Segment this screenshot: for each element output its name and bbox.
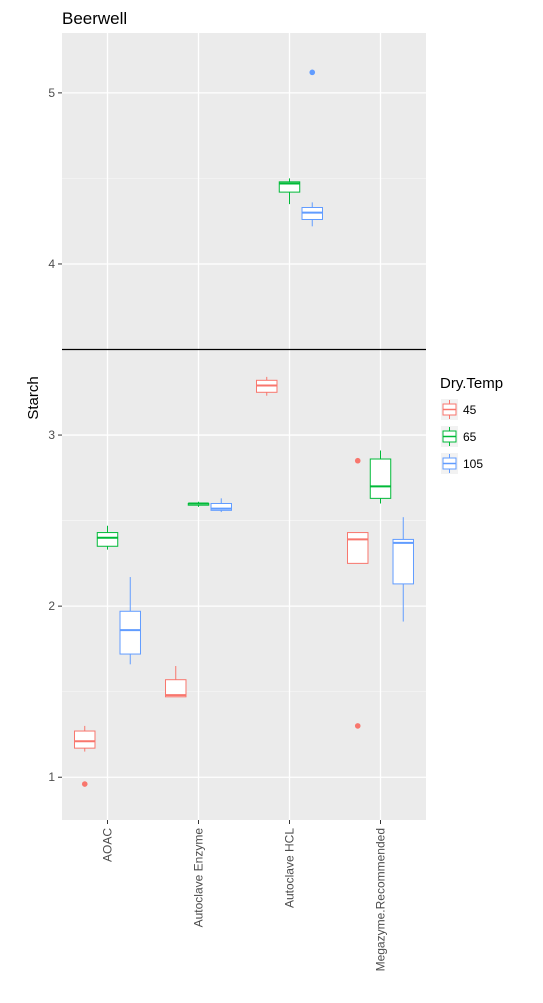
box-65 [96,525,119,550]
box-iqr [210,502,232,511]
box-iqr [74,730,96,749]
box-iqr [392,538,414,585]
x-tick-label: AOAC [101,828,115,862]
y-axis: 1 2 3 4 5 [48,86,62,784]
outlier-point [81,781,88,787]
box-iqr [278,181,301,193]
box-65 [369,450,392,504]
major-gridlines [62,33,426,820]
series-65 [96,178,392,550]
legend-item-45: 45 [441,399,477,420]
box-iqr [119,610,141,655]
outlier-point [309,69,316,76]
series-45 [74,376,369,787]
box-65 [278,178,301,205]
box-series [74,69,414,787]
y-tick-label: 3 [48,428,55,442]
outlier-point [354,723,361,729]
box-105 [301,69,323,227]
y-axis-label: Starch [25,376,42,419]
legend-label: 105 [463,457,483,471]
y-tick-label: 1 [48,770,55,784]
y-tick-label: 5 [48,86,55,100]
y-tick-label: 4 [48,257,55,271]
legend-item-65: 65 [441,426,477,447]
outlier-point [354,457,361,464]
chart-title: Beerwell [62,9,127,28]
box-105 [210,498,232,513]
x-axis: AOAC Autoclave Enzyme Autoclave HCL Megazym… [101,820,388,971]
box-65 [187,501,210,507]
x-tick-label: Autoclave HCL [283,828,297,908]
legend-title: Dry.Temp [440,375,503,392]
x-tick-label: Autoclave Enzyme [192,828,206,928]
box-105 [119,577,141,665]
series-105 [119,69,414,665]
legend: Dry.Temp 45 65 105 [440,375,503,474]
legend-label: 45 [463,403,477,417]
y-tick-label: 2 [48,599,55,613]
box-45 [347,457,369,729]
box-iqr [96,532,119,547]
box-105 [392,517,414,622]
x-tick-label: Megazyme.Recommended [374,828,388,971]
box-iqr [369,458,392,499]
box-45 [74,725,96,787]
plot-panel [62,33,426,820]
legend-items: 45 65 105 [441,399,483,474]
box-45 [256,376,278,396]
legend-item-105: 105 [441,453,483,474]
box-iqr [347,532,369,564]
box-45 [165,666,187,698]
box-iqr [165,679,187,698]
legend-label: 65 [463,430,477,444]
